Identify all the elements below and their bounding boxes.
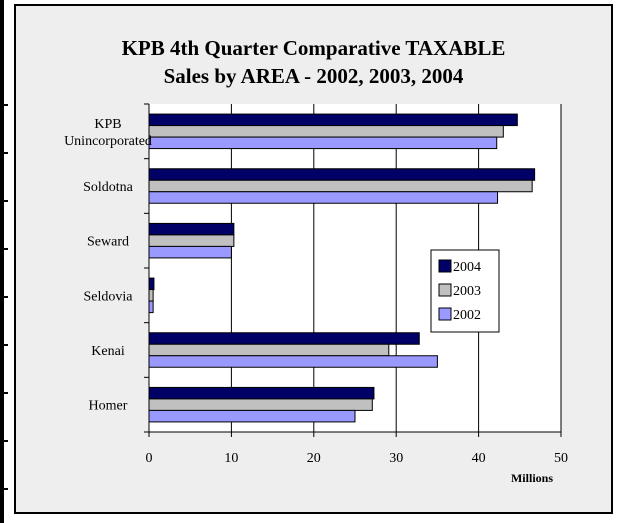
margin-tick — [0, 296, 8, 298]
category-label: Seward — [87, 235, 129, 250]
legend-label-2002: 2002 — [453, 308, 481, 323]
legend-label-2004: 2004 — [453, 260, 481, 275]
bar-2004 — [148, 386, 375, 400]
bar-2003 — [148, 179, 533, 193]
margin-tick — [0, 392, 8, 394]
bar-2004 — [148, 168, 536, 181]
category-label: Homer — [89, 399, 128, 414]
margin-tick — [0, 488, 8, 490]
x-tick-label: 20 — [307, 451, 321, 466]
bar-2004 — [148, 277, 155, 291]
bar-2002 — [148, 136, 498, 150]
chart-title-line-2: Sales by AREA - 2002, 2003, 2004 — [163, 64, 464, 88]
bar-2002 — [148, 300, 154, 314]
legend-label-2003: 2003 — [453, 284, 481, 299]
bar-2002 — [148, 191, 499, 204]
bar-2003 — [148, 289, 154, 302]
bar-2002 — [148, 409, 356, 423]
bar-2002 — [148, 245, 232, 259]
margin-tick — [0, 248, 8, 250]
bar-2003 — [148, 343, 390, 357]
category-label: Seldovia — [84, 289, 134, 304]
bar-2003 — [148, 125, 504, 138]
bar-2004 — [148, 222, 235, 236]
bar-2003 — [148, 234, 235, 247]
category-label: Soldotna — [83, 180, 134, 195]
x-tick-label: 40 — [472, 451, 486, 466]
bar-2002 — [148, 355, 438, 368]
x-tick-label: 10 — [224, 451, 238, 466]
category-label: KPB — [94, 117, 121, 132]
margin-tick — [0, 200, 8, 202]
legend-swatch-2003 — [438, 283, 452, 297]
margin-tick — [0, 104, 8, 106]
legend-swatch-2002 — [438, 307, 452, 321]
category-label: Kenai — [91, 344, 125, 359]
chart-title-line-1: KPB 4th Quarter Comparative TAXABLE — [121, 36, 506, 60]
left-border-rule — [0, 0, 4, 523]
legend-swatch-2004 — [438, 259, 452, 273]
x-axis-unit-label: Millions — [511, 471, 553, 485]
bar-2003 — [148, 398, 373, 411]
category-label: Unincorporated — [64, 134, 152, 149]
margin-tick — [0, 344, 8, 346]
x-tick-label: 0 — [146, 451, 153, 466]
bar-2004 — [148, 113, 518, 127]
margin-tick — [0, 440, 8, 442]
chart-title: KPB 4th Quarter Comparative TAXABLE Sale… — [14, 34, 613, 90]
bar-2004 — [148, 332, 420, 345]
x-tick-label: 30 — [389, 451, 403, 466]
margin-tick — [0, 152, 8, 154]
x-tick-label: 50 — [554, 451, 568, 466]
